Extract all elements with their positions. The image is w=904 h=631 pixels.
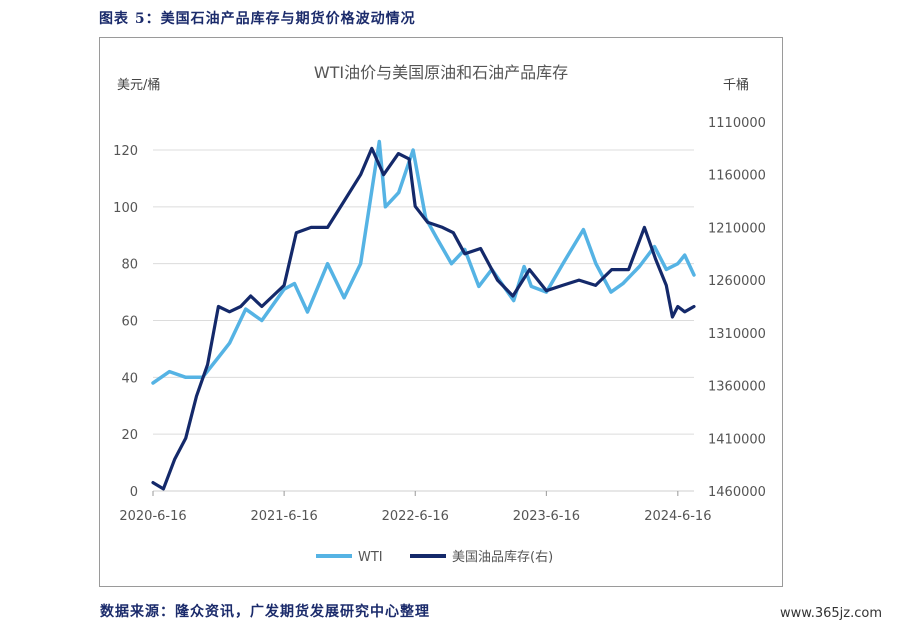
- left-tick-label: 20: [121, 428, 138, 443]
- left-axis-ticks: 0 20 40 60 80 100 120: [113, 144, 138, 500]
- legend-label-inventory: 美国油品库存(右): [452, 549, 553, 565]
- x-tick-label: 2021-6-16: [250, 509, 317, 524]
- left-tick-label: 0: [130, 485, 138, 500]
- x-tick-label: 2020-6-16: [119, 509, 186, 524]
- chart-title: WTI油价与美国原油和石油产品库存: [314, 63, 568, 82]
- left-tick-label: 40: [121, 371, 138, 386]
- legend: WTI 美国油品库存(右): [316, 549, 553, 565]
- right-tick-label: 1360000: [708, 380, 766, 395]
- series-layer: [151, 139, 696, 491]
- x-tick-label: 2022-6-16: [382, 509, 449, 524]
- source-note: 数据来源：隆众资讯，广发期货发展研究中心整理: [100, 604, 430, 620]
- series-line-wti: [151, 139, 696, 385]
- gridlines: [153, 149, 694, 435]
- right-axis-ticks: 1110000 1160000 1210000 1260000 1310000 13600…: [708, 116, 766, 500]
- left-tick-label: 100: [113, 201, 138, 216]
- series-line-inventory: [151, 146, 696, 491]
- x-tick-label: 2023-6-16: [513, 509, 580, 524]
- right-tick-label: 1460000: [708, 485, 766, 500]
- figure-title: 图表 5：美国石油产品库存与期货价格波动情况: [99, 11, 416, 27]
- x-axis: 2020-6-16 2021-6-16 2022-6-16 2023-6-16 2024…: [119, 490, 711, 524]
- left-tick-label: 60: [121, 315, 138, 330]
- right-tick-label: 1310000: [708, 327, 766, 342]
- left-axis-unit: 美元/桶: [117, 78, 160, 93]
- left-tick-label: 120: [113, 144, 138, 159]
- right-tick-label: 1410000: [708, 432, 766, 447]
- right-tick-label: 1160000: [708, 169, 766, 184]
- chart-frame: [99, 37, 783, 587]
- legend-label-wti: WTI: [358, 550, 383, 565]
- right-tick-label: 1210000: [708, 221, 766, 236]
- x-tick-label: 2024-6-16: [644, 509, 711, 524]
- right-axis-unit: 千桶: [723, 78, 749, 93]
- left-tick-label: 80: [121, 258, 138, 273]
- right-tick-label: 1260000: [708, 274, 766, 289]
- right-tick-label: 1110000: [708, 116, 766, 131]
- watermark: www.365jz.com: [780, 606, 882, 621]
